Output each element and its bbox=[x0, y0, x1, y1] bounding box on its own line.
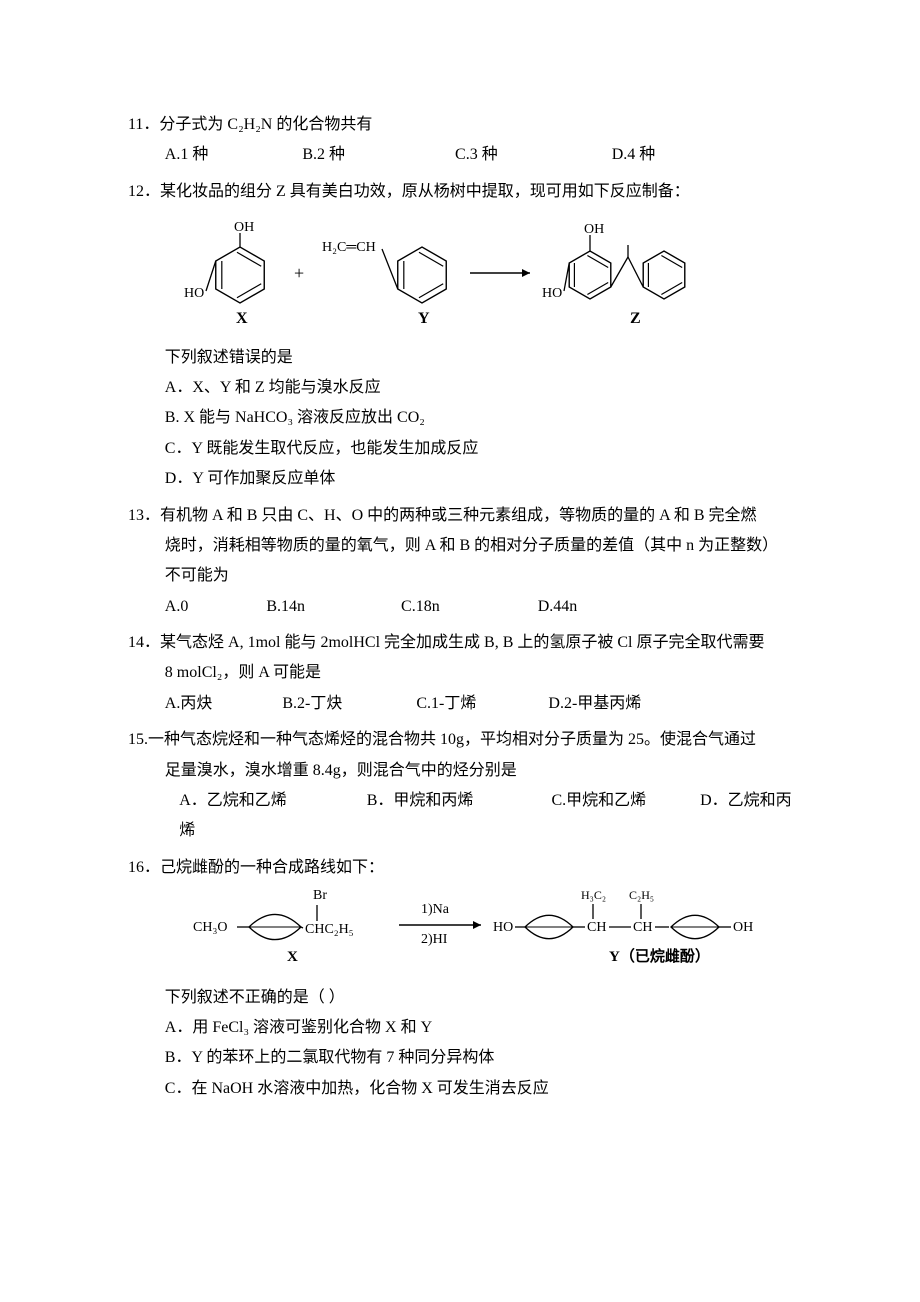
q13-stem1-text: 有机物 A 和 B 只由 C、H、O 中的两种或三种元素组成，等物质的量的 A … bbox=[160, 507, 756, 524]
svg-text:HO: HO bbox=[493, 920, 513, 935]
q16-reaction-diagram: CH₃O Br CHC₂H₅ X 1)Na 2)HI HO H₃C₂ C₂H₅ CH CH OH Y（已… bbox=[128, 883, 800, 982]
svg-text:Y: Y bbox=[418, 310, 430, 325]
q13-opt-d: D.44n bbox=[538, 592, 578, 622]
svg-text:CH₃O: CH₃O bbox=[193, 920, 227, 935]
q13-opt-a: A.0 bbox=[165, 592, 189, 622]
q15-opt-a: A．乙烷和乙烯 bbox=[179, 792, 287, 809]
question-12: 12．某化妆品的组分 Z 具有美白功效，原从杨树中提取，现可用如下反应制备： O… bbox=[128, 177, 800, 495]
question-16: 16．己烷雌酚的一种合成路线如下： CH₃OBrCHC₂H₅X1)Na2)HIH… bbox=[128, 853, 800, 1104]
q14-opt-d: D.2-甲基丙烯 bbox=[548, 689, 641, 719]
q16-opt-b: B．Y 的苯环上的二氯取代物有 7 种同分异构体 bbox=[128, 1043, 800, 1073]
q11-stem: 11．分子式为 C₂H₂N 的化合物共有 bbox=[128, 110, 800, 140]
q15-opt-b: B．甲烷和丙烯 bbox=[367, 792, 474, 809]
q13-stem3: 不可能为 bbox=[128, 561, 800, 591]
question-14: 14．某气态烃 A, 1mol 能与 2molHCl 完全加成生成 B, B 上… bbox=[128, 628, 800, 719]
svg-text:Z: Z bbox=[630, 310, 641, 325]
q11-stem-text: 分子式为 C₂H₂N 的化合物共有 bbox=[159, 116, 372, 133]
svg-text:HO: HO bbox=[184, 286, 204, 301]
svg-text:OH: OH bbox=[234, 220, 254, 235]
q13-stem2: 烧时，消耗相等物质的量的氧气，则 A 和 B 的相对分子质量的差值（其中 n 为… bbox=[128, 531, 800, 561]
svg-text:H₂C═CH: H₂C═CH bbox=[322, 240, 376, 255]
q11-opt-a: A.1 种 bbox=[165, 140, 209, 170]
q11-opt-c: C.3 种 bbox=[455, 140, 498, 170]
svg-text:Y（已烷雌酚）: Y（已烷雌酚） bbox=[609, 947, 710, 965]
q12-stem-text: 某化妆品的组分 Z 具有美白功效，原从杨树中提取，现可用如下反应制备： bbox=[160, 183, 690, 200]
question-15: 15.一种气态烷烃和一种气态烯烃的混合物共 10g，平均相对分子质量为 25。使… bbox=[128, 725, 800, 847]
q12-opt-c: C．Y 既能发生取代反应，也能发生加成反应 bbox=[128, 434, 800, 464]
q15-opt-c: C.甲烷和乙烯 bbox=[551, 792, 646, 809]
q16-number: 16． bbox=[128, 859, 160, 876]
q14-options: A.丙炔 B.2-丁炔 C.1-丁烯 D.2-甲基丙烯 bbox=[128, 689, 800, 719]
svg-text:H₃C₂: H₃C₂ bbox=[581, 889, 606, 902]
q14-number: 14． bbox=[128, 634, 160, 651]
q16-lead: 下列叙述不正确的是（ ） bbox=[128, 983, 800, 1013]
q14-opt-a: A.丙炔 bbox=[165, 689, 213, 719]
q15-options: A．乙烷和乙烯 B．甲烷和丙烯 C.甲烷和乙烯 D．乙烷和丙烯 bbox=[128, 786, 800, 847]
svg-text:2)HI: 2)HI bbox=[421, 932, 448, 947]
q11-opt-d: D.4 种 bbox=[612, 140, 656, 170]
q14-opt-c: C.1-丁烯 bbox=[416, 689, 476, 719]
q13-opt-c: C.18n bbox=[401, 592, 440, 622]
q16-opt-a: A．用 FeCl₃ 溶液可鉴别化合物 X 和 Y bbox=[128, 1013, 800, 1043]
q15-stem2: 足量溴水，溴水增重 8.4g，则混合气中的烃分别是 bbox=[128, 756, 800, 786]
svg-text:CH: CH bbox=[587, 920, 606, 935]
svg-text:OH: OH bbox=[584, 222, 604, 237]
q11-options: A.1 种 B.2 种 C.3 种 D.4 种 bbox=[128, 140, 800, 170]
question-11: 11．分子式为 C₂H₂N 的化合物共有 A.1 种 B.2 种 C.3 种 D… bbox=[128, 110, 800, 171]
q16-opt-c: C．在 NaOH 水溶液中加热，化合物 X 可发生消去反应 bbox=[128, 1074, 800, 1104]
reaction-svg-12: OH HO X + H₂C═CH Y OH HO Z bbox=[170, 215, 690, 325]
svg-text:CH: CH bbox=[633, 920, 652, 935]
q16-stem-text: 己烷雌酚的一种合成路线如下： bbox=[160, 859, 384, 876]
q14-stem2: 8 molCl₂，则 A 可能是 bbox=[128, 658, 800, 688]
reaction-svg-16: CH₃O Br CHC₂H₅ X 1)Na 2)HI HO H₃C₂ C₂H₅ CH CH OH Y（已… bbox=[193, 889, 773, 967]
q14-stem1-text: 某气态烃 A, 1mol 能与 2molHCl 完全加成生成 B, B 上的氢原… bbox=[160, 634, 764, 651]
q11-number: 11． bbox=[128, 116, 159, 133]
q14-stem1: 14．某气态烃 A, 1mol 能与 2molHCl 完全加成生成 B, B 上… bbox=[128, 628, 800, 658]
q15-stem1: 15.一种气态烷烃和一种气态烯烃的混合物共 10g，平均相对分子质量为 25。使… bbox=[128, 725, 800, 755]
svg-text:Br: Br bbox=[313, 889, 327, 903]
q13-stem1: 13．有机物 A 和 B 只由 C、H、O 中的两种或三种元素组成，等物质的量的… bbox=[128, 501, 800, 531]
q12-reaction-diagram: OH HO X + H₂C═CH Y OH HO Z bbox=[128, 207, 800, 342]
q14-opt-b: B.2-丁炔 bbox=[282, 689, 342, 719]
q12-opt-d: D．Y 可作加聚反应单体 bbox=[128, 464, 800, 494]
q13-options: A.0 B.14n C.18n D.44n bbox=[128, 592, 800, 622]
svg-text:+: + bbox=[294, 263, 304, 283]
q15-stem1-text: 一种气态烷烃和一种气态烯烃的混合物共 10g，平均相对分子质量为 25。使混合气… bbox=[148, 731, 756, 748]
svg-text:OH: OH bbox=[733, 920, 753, 935]
svg-text:C₂H₅: C₂H₅ bbox=[629, 889, 654, 902]
q11-opt-b: B.2 种 bbox=[302, 140, 345, 170]
svg-text:X: X bbox=[287, 949, 298, 965]
q16-stem: 16．己烷雌酚的一种合成路线如下： bbox=[128, 853, 800, 883]
q13-opt-b: B.14n bbox=[266, 592, 305, 622]
question-13: 13．有机物 A 和 B 只由 C、H、O 中的两种或三种元素组成，等物质的量的… bbox=[128, 501, 800, 623]
q15-number: 15. bbox=[128, 731, 148, 748]
q12-opt-b: B. X 能与 NaHCO₃ 溶液反应放出 CO₂ bbox=[128, 403, 800, 433]
q12-stem: 12．某化妆品的组分 Z 具有美白功效，原从杨树中提取，现可用如下反应制备： bbox=[128, 177, 800, 207]
q12-lead: 下列叙述错误的是 bbox=[128, 343, 800, 373]
svg-text:X: X bbox=[236, 310, 248, 325]
q13-number: 13． bbox=[128, 507, 160, 524]
q12-opt-a: A．X、Y 和 Z 均能与溴水反应 bbox=[128, 373, 800, 403]
svg-text:CHC₂H₅: CHC₂H₅ bbox=[305, 922, 354, 937]
q12-number: 12． bbox=[128, 183, 160, 200]
svg-text:1)Na: 1)Na bbox=[421, 902, 450, 917]
svg-text:HO: HO bbox=[542, 286, 562, 301]
